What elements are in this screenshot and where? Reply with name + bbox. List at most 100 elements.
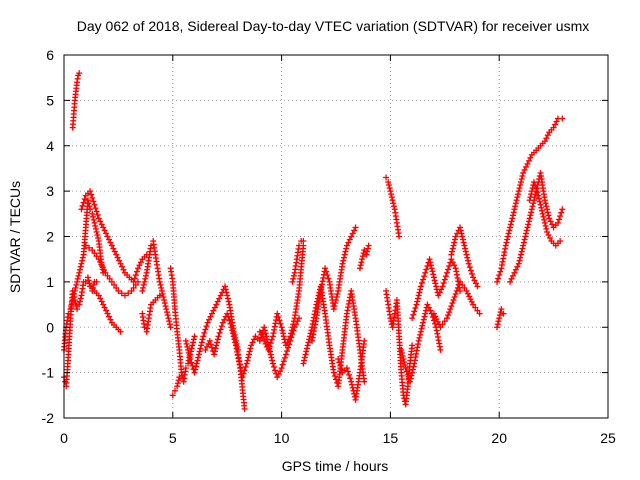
- data-point: [202, 326, 209, 333]
- data-point: [448, 251, 455, 258]
- data-point: [536, 195, 543, 202]
- data-point: [520, 169, 527, 176]
- data-point: [182, 337, 189, 344]
- data-point: [541, 138, 548, 145]
- data-point: [556, 216, 563, 223]
- data-point: [527, 212, 534, 219]
- data-point: [265, 346, 272, 353]
- data-point: [508, 275, 515, 282]
- data-point: [435, 292, 442, 299]
- data-point: [520, 242, 527, 249]
- data-point: [198, 339, 205, 346]
- data-point: [504, 236, 511, 243]
- data-point: [101, 304, 108, 311]
- data-point: [361, 378, 368, 385]
- data-point: [348, 381, 355, 388]
- data-point: [269, 360, 276, 367]
- data-point: [465, 260, 472, 267]
- data-point: [86, 280, 93, 287]
- data-point: [108, 242, 115, 249]
- data-point: [240, 370, 247, 377]
- data-point: [266, 343, 273, 350]
- data-point: [432, 313, 439, 320]
- data-point: [428, 262, 435, 269]
- data-point: [134, 278, 141, 285]
- data-point: [387, 188, 394, 195]
- data-point: [125, 290, 132, 297]
- data-point: [214, 298, 221, 305]
- data-point: [457, 224, 464, 231]
- data-point: [95, 215, 102, 222]
- data-point: [282, 351, 289, 358]
- data-point: [476, 310, 483, 317]
- data-point: [424, 262, 431, 269]
- data-point: [208, 344, 215, 351]
- data-point: [98, 221, 105, 228]
- data-point: [445, 312, 452, 319]
- data-point: [559, 206, 566, 213]
- data-point: [79, 202, 86, 209]
- data-point: [496, 315, 503, 322]
- data-point: [157, 281, 164, 288]
- data-point: [300, 360, 307, 367]
- data-point: [184, 343, 191, 350]
- data-point: [439, 321, 446, 328]
- data-point: [544, 209, 551, 216]
- data-point: [446, 309, 453, 316]
- data-point: [439, 283, 446, 290]
- data-point: [448, 303, 455, 310]
- data-point: [421, 313, 428, 320]
- data-point: [357, 262, 364, 269]
- data-point: [554, 219, 561, 226]
- data-point: [508, 218, 515, 225]
- data-point: [408, 372, 415, 379]
- y-tick-label: -2: [42, 410, 55, 426]
- data-point: [217, 326, 224, 333]
- data-point: [84, 274, 91, 281]
- data-point: [132, 281, 139, 288]
- data-point: [513, 197, 520, 204]
- data-point: [383, 174, 390, 181]
- data-point: [546, 215, 553, 222]
- data-point: [97, 218, 104, 225]
- data-point: [93, 253, 100, 260]
- data-point: [93, 228, 100, 235]
- data-point: [280, 330, 287, 337]
- data-point: [518, 176, 525, 183]
- data-point: [204, 319, 211, 326]
- data-point: [410, 311, 417, 318]
- data-point: [70, 290, 77, 297]
- data-point: [535, 192, 542, 199]
- data-point: [202, 346, 209, 353]
- data-point: [71, 297, 78, 304]
- data-point: [102, 269, 109, 276]
- data-point: [97, 295, 104, 302]
- data-point: [532, 182, 539, 189]
- data-point: [340, 257, 347, 264]
- data-point: [214, 336, 221, 343]
- data-point: [325, 275, 332, 282]
- data-point: [540, 213, 547, 220]
- data-point: [244, 357, 251, 364]
- data-point: [452, 233, 459, 240]
- data-point: [524, 160, 531, 167]
- data-point: [119, 263, 126, 270]
- data-point: [140, 284, 147, 291]
- data-point: [558, 209, 565, 216]
- data-point: [417, 283, 424, 290]
- data-point: [245, 354, 252, 361]
- data-point: [450, 297, 457, 304]
- data-point: [229, 327, 236, 334]
- data-point: [89, 247, 96, 254]
- data-point: [214, 339, 221, 346]
- data-point: [90, 281, 97, 288]
- data-point: [385, 182, 392, 189]
- data-point: [171, 387, 178, 394]
- data-point: [445, 266, 452, 273]
- data-point: [223, 289, 230, 296]
- data-point: [528, 209, 535, 216]
- data-point: [324, 272, 331, 279]
- data-point: [288, 330, 295, 337]
- data-point: [557, 213, 564, 220]
